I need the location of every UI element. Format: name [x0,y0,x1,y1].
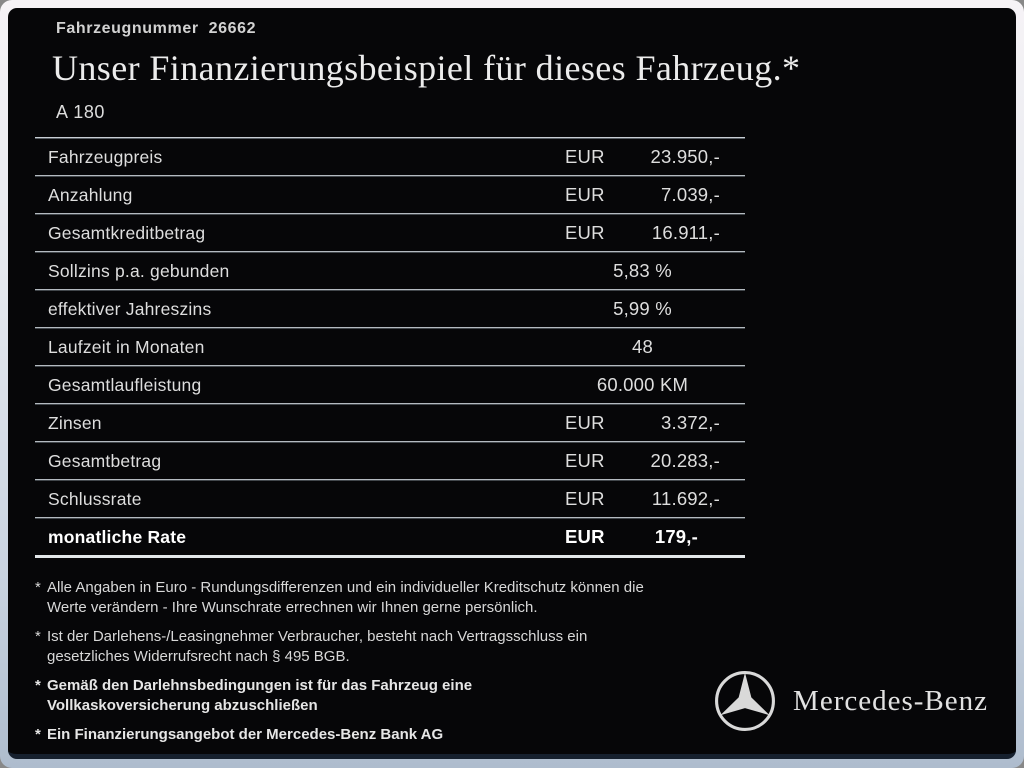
row-label: Gesamtbetrag [48,450,162,471]
row-label: Anzahlung [48,184,133,205]
row-separator [35,441,745,443]
row-value: EUR 3.372,- [565,412,720,434]
row-value: EUR 23.950,- [565,146,720,168]
row-label: Fahrzeugpreis [48,146,163,167]
footnote-text: Gemäß den Darlehnsbedingungen ist für da… [47,677,473,714]
row-value: 5,99 % [613,298,672,319]
row-label: Gesamtlaufleistung [48,374,202,395]
table-bottom-rule [35,555,745,558]
row-label: Gesamtkreditbetrag [48,222,206,243]
row-value: 5,83 % [613,260,672,281]
row-label: effektiver Jahreszins [48,298,212,319]
currency: EUR [565,222,605,243]
footnote-bank: * Ein Finanzierungsangebot der Mercedes-… [35,725,751,745]
row-separator [35,213,745,215]
table-row-zinsen: Zinsen EUR 3.372,- [35,405,745,441]
table-row-schlussrate: Schlussrate EUR 11.692,- [35,481,745,517]
vehicle-number-value: 26662 [208,20,257,37]
asterisk: * [35,628,41,645]
currency: EUR [565,488,605,509]
amount: 20.283,- [650,450,720,471]
amount: 16.911,- [651,222,720,243]
row-label: monatliche Rate [48,526,187,547]
finance-offer-panel: Fahrzeugnummer 26662 Unser Finanzierungsb… [8,8,1016,759]
vehicle-number-line: Fahrzeugnummer 26662 [56,20,1016,38]
currency: EUR [565,526,605,547]
row-label: Sollzins p.a. gebunden [48,260,230,281]
financing-table: Fahrzeugpreis EUR 23.950,- Anzahlung EUR 7… [35,137,745,558]
row-separator [35,403,745,405]
row-separator [35,517,745,519]
row-value: EUR 179,- [565,526,720,548]
table-row-effektiver-jahreszins: effektiver Jahreszins 5,99 % [35,291,745,327]
table-row-sollzins: Sollzins p.a. gebunden 5,83 % [35,253,745,289]
footnote-vollkasko: * Gemäß den Darlehnsbedingungen ist für … [35,676,751,716]
row-value: EUR 16.911,- [565,222,720,244]
amount: 23.950,- [650,146,720,167]
currency: EUR [565,450,605,471]
brand-block: Mercedes-Benz [712,668,988,734]
row-value: 60.000 KM [596,374,689,395]
vehicle-model: A 180 [56,102,106,122]
row-label: Laufzeit in Monaten [48,336,205,357]
row-separator [35,479,745,481]
vehicle-number-label: Fahrzeugnummer [56,20,199,37]
currency: EUR [565,412,605,433]
asterisk: * [35,726,41,743]
row-separator [35,289,745,291]
footnotes: * Alle Angaben in Euro - Rundungsdiffere… [35,578,751,745]
row-value: EUR 20.283,- [565,450,720,472]
table-top-rule [35,137,745,139]
mercedes-benz-wordmark: Mercedes-Benz [793,684,988,717]
footnote-text: Alle Angaben in Euro - Rundungsdifferenz… [47,579,644,616]
footnote-rounding: * Alle Angaben in Euro - Rundungsdiffere… [35,578,751,618]
row-value: EUR 7.039,- [565,184,720,206]
footnote-text: Ein Finanzierungsangebot der Mercedes-Be… [47,726,444,743]
asterisk: * [35,677,41,694]
asterisk: * [35,579,41,596]
page-title: Unser Finanzierungsbeispiel für dieses F… [52,48,801,88]
row-separator [35,175,745,177]
row-separator [35,327,745,329]
footnote-text: Ist der Darlehens-/Leasingnehmer Verbrau… [47,628,588,665]
amount: 179,- [654,526,698,547]
table-row-gesamtlaufleistung: Gesamtlaufleistung 60.000 KM [35,367,745,403]
currency: EUR [565,184,605,205]
footnote-widerrufsrecht: * Ist der Darlehens-/Leasingnehmer Verbr… [35,627,751,667]
row-separator [35,251,745,253]
table-row-anzahlung: Anzahlung EUR 7.039,- [35,177,745,213]
row-value: EUR 11.692,- [565,488,720,510]
mercedes-star-icon [712,668,778,734]
amount: 11.692,- [651,488,720,509]
table-row-gesamtkreditbetrag: Gesamtkreditbetrag EUR 16.911,- [35,215,745,251]
row-label: Schlussrate [48,488,142,509]
table-row-laufzeit: Laufzeit in Monaten 48 [35,329,745,365]
amount: 7.039,- [661,184,720,205]
amount: 3.372,- [661,412,720,433]
row-value: 48 [632,336,653,357]
currency: EUR [565,146,605,167]
table-row-gesamtbetrag: Gesamtbetrag EUR 20.283,- [35,443,745,479]
table-row-fahrzeugpreis: Fahrzeugpreis EUR 23.950,- [35,139,745,175]
table-row-monatliche-rate: monatliche Rate EUR 179,- [35,519,745,555]
row-separator [35,365,745,367]
row-label: Zinsen [48,412,102,433]
